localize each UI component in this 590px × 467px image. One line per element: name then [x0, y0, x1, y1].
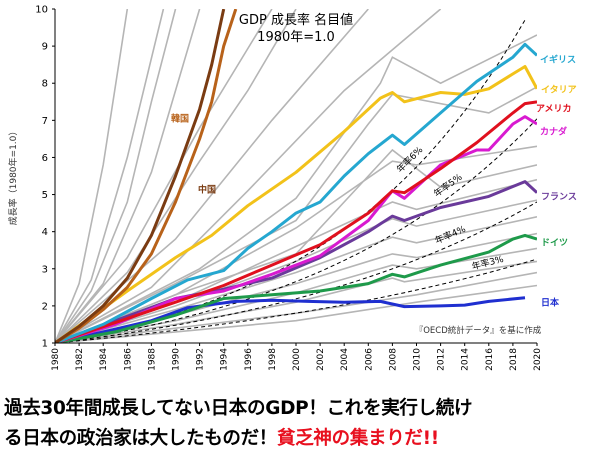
x-tick-label: 1986 — [123, 348, 133, 371]
reference-line — [55, 258, 537, 343]
series-label: 中国 — [198, 184, 216, 196]
x-tick-label: 1988 — [147, 348, 157, 371]
background-line-16 — [55, 9, 201, 343]
y-axis-label: 成長率（1980年=1.0） — [7, 127, 19, 226]
x-tick-label: 1984 — [99, 348, 109, 371]
series-label: フランス — [541, 192, 577, 203]
series-line — [55, 296, 526, 343]
x-tick-label: 2002 — [316, 348, 326, 371]
y-tick-label: 1 — [42, 339, 48, 350]
x-tick-label: 2016 — [485, 348, 495, 371]
y-tick-label: 4 — [42, 227, 48, 238]
series-label: 韓国 — [171, 113, 189, 125]
y-tick-label: 6 — [42, 153, 48, 164]
background-line-12 — [55, 34, 537, 343]
series-label: 日本 — [541, 297, 560, 309]
x-tick-label: 2004 — [340, 348, 350, 371]
background-lines — [55, 9, 537, 343]
series-line — [55, 233, 537, 343]
y-tick-label: 8 — [42, 79, 48, 90]
series-line — [55, 42, 537, 343]
y-tick-label: 10 — [35, 5, 48, 16]
x-tick-label: 1980 — [51, 348, 61, 371]
y-tick-label: 5 — [42, 190, 48, 201]
x-tick-label: 2006 — [364, 348, 374, 371]
background-line-13 — [55, 9, 442, 343]
background-line-18 — [55, 9, 129, 343]
y-tick-label: 9 — [42, 42, 48, 53]
x-tick-label: 1992 — [196, 348, 206, 371]
series-label: アメリカ — [536, 104, 572, 115]
reference-line-label: 年率5% — [431, 171, 464, 200]
background-line-17 — [55, 9, 165, 343]
series-line — [55, 9, 226, 343]
background-line-10 — [55, 145, 537, 343]
series-label: イタリア — [541, 84, 577, 96]
reference-line-label: 年率6% — [394, 143, 426, 175]
axes: 1 2 3 4 5 6 7 8 9 10 1980 1982 1984 1986 1988 1990 1992 1… — [35, 5, 543, 371]
source-note: 『OECD統計データ』を基に作成 — [415, 325, 542, 336]
background-line-1 — [55, 284, 537, 343]
x-tick-label: 2020 — [533, 348, 543, 371]
chart-title: GDP 成長率 名目値 — [239, 12, 353, 28]
background-line-6 — [55, 216, 537, 343]
background-line-3 — [55, 260, 537, 343]
series-label: カナダ — [540, 126, 567, 138]
chart-subtitle: 1980年=1.0 — [257, 30, 335, 45]
x-tick-label: 2018 — [509, 348, 519, 371]
background-line-7 — [55, 199, 537, 343]
caption-line-2-main: る日本の政治家は大したものだ！ — [4, 428, 278, 449]
caption: 過去30年間成長してない日本のGDP！これを実行し続け る日本の政治家は大したも… — [4, 394, 588, 454]
series-label: ドイツ — [541, 238, 568, 249]
caption-line-2: る日本の政治家は大したものだ！貧乏神の集まりだ!! — [4, 424, 588, 454]
x-tick-label: 2014 — [461, 348, 471, 371]
background-line-19 — [55, 9, 177, 343]
series-line — [55, 9, 238, 343]
x-tick-label: 2012 — [437, 348, 447, 371]
x-tick-label: 2000 — [292, 348, 302, 371]
background-line-20 — [55, 9, 297, 343]
caption-line-2-emphasis: 貧乏神の集まりだ!! — [277, 428, 439, 449]
gdp-growth-chart: 1 2 3 4 5 6 7 8 9 10 1980 1982 1984 1986 1988 1990 1992 1… — [7, 5, 577, 371]
background-line-15 — [55, 9, 273, 343]
series-label: イギリス — [540, 54, 576, 66]
reference-line — [55, 201, 537, 343]
series-line — [55, 100, 537, 343]
x-tick-label: 1996 — [244, 348, 254, 371]
y-tick-label: 7 — [42, 116, 48, 127]
x-tick-label: 2008 — [388, 348, 398, 371]
reference-line — [55, 118, 537, 343]
background-line-11 — [55, 86, 537, 343]
reference-line-label: 年率4% — [433, 223, 468, 247]
x-tick-label: 1998 — [268, 348, 278, 371]
background-line-2 — [55, 271, 537, 343]
series-line — [55, 65, 537, 343]
country-lines — [55, 9, 537, 343]
x-tick-label: 2010 — [413, 348, 423, 371]
x-tick-label: 1994 — [220, 348, 230, 371]
caption-line-1: 過去30年間成長してない日本のGDP！これを実行し続け — [4, 398, 473, 419]
y-tick-label: 3 — [42, 264, 48, 275]
y-tick-label: 2 — [42, 301, 48, 312]
x-tick-label: 1982 — [75, 348, 85, 371]
x-tick-label: 1990 — [172, 348, 182, 371]
